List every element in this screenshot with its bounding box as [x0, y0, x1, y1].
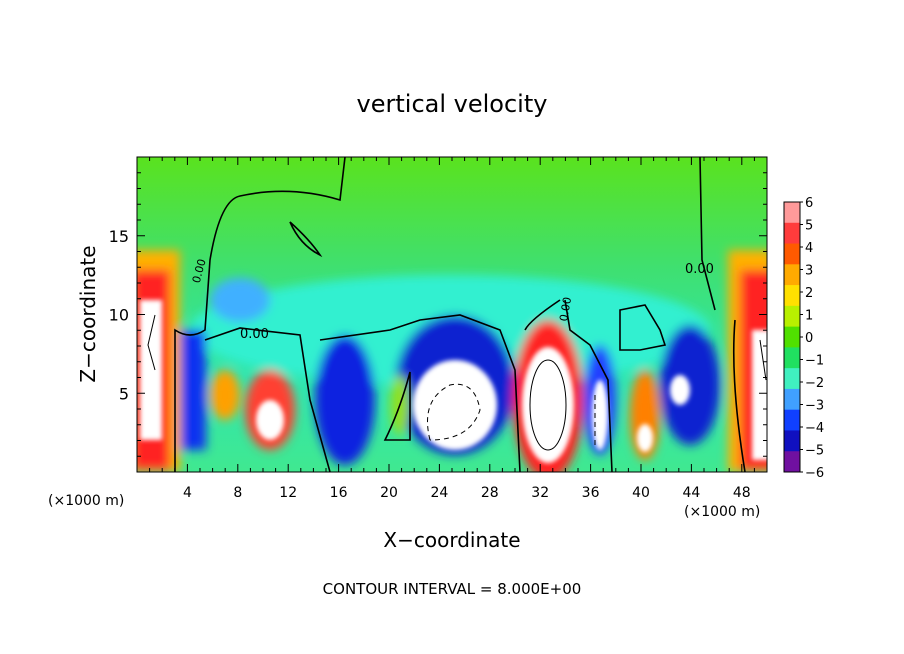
contour-label: 0.00: [240, 327, 269, 342]
colorbar-swatch: [784, 264, 800, 286]
colorbar-swatch: [784, 347, 800, 369]
colorbar-swatch: [784, 368, 800, 390]
colorbar-tick-label: −3: [805, 399, 824, 414]
y-axis: 5 10 15: [109, 172, 767, 457]
x-tick-label: 40: [632, 485, 650, 501]
x-unit-label-right: (×1000 m): [684, 504, 760, 520]
y-tick-label: 15: [109, 227, 129, 246]
x-tick-label: 24: [430, 485, 448, 501]
x-tick-label: 12: [279, 485, 297, 501]
colorbar-tick-label: 6: [805, 196, 813, 211]
colorbar-swatch: [784, 451, 800, 473]
colorbar-tick-label: 1: [805, 309, 813, 324]
colorbar-tick-label: −1: [805, 354, 824, 369]
heatmap-field: [137, 157, 767, 472]
colorbar-tick-label: 0: [805, 331, 813, 346]
contour-label: 0.00: [685, 262, 714, 277]
contour-label: 0.00: [557, 296, 574, 322]
colorbar-swatch: [784, 285, 800, 307]
x-axis: 4 8 12 16 20 24 28 32 36 40 44 48: [149, 157, 755, 501]
colorbar-legend: 6 5 4 3 2 1 0 −1 −2 −3 −4 −5 −6: [783, 196, 824, 481]
x-tick-label: 48: [733, 485, 751, 501]
colorbar-swatch: [784, 243, 800, 265]
x-unit-label-left: (×1000 m): [48, 493, 124, 509]
colorbar-swatch: [784, 409, 800, 431]
x-tick-label: 36: [582, 485, 600, 501]
x-tick-label: 32: [531, 485, 549, 501]
colorbar-swatch: [784, 305, 800, 328]
colorbar-tick-label: 4: [805, 241, 813, 256]
colorbar-swatch: [784, 388, 800, 411]
zero-contour-labels: 0.00 0.00 0.00 0.00: [190, 258, 714, 342]
contour-label: 0.00: [190, 258, 209, 285]
x-tick-label: 28: [481, 485, 499, 501]
colorbar-tick-label: −4: [805, 421, 824, 436]
x-tick-label: 4: [183, 485, 192, 501]
chart-title: vertical velocity: [357, 90, 548, 118]
x-tick-label: 44: [682, 485, 700, 501]
colorbar-swatch: [784, 430, 800, 452]
contour-interval-note: CONTOUR INTERVAL = 8.000E+00: [323, 580, 582, 598]
x-tick-label: 8: [233, 485, 242, 501]
colorbar-swatch: [784, 222, 800, 245]
colorbar-tick-label: −6: [805, 466, 824, 481]
colorbar-tick-label: −2: [805, 376, 824, 391]
y-tick-label: 5: [119, 384, 129, 403]
colorbar-swatch: [784, 326, 800, 348]
colorbar-swatch: [784, 202, 800, 224]
y-tick-label: 10: [109, 306, 129, 325]
colorbar-tick-label: 3: [805, 264, 813, 279]
x-tick-label: 20: [380, 485, 398, 501]
x-axis-label: X−coordinate: [383, 528, 520, 552]
x-tick-label: 16: [330, 485, 348, 501]
y-axis-label: Z−coordinate: [76, 245, 100, 382]
colorbar-tick-label: −5: [805, 444, 824, 459]
colorbar-tick-label: 2: [805, 286, 813, 301]
colorbar-tick-label: 5: [805, 219, 813, 234]
